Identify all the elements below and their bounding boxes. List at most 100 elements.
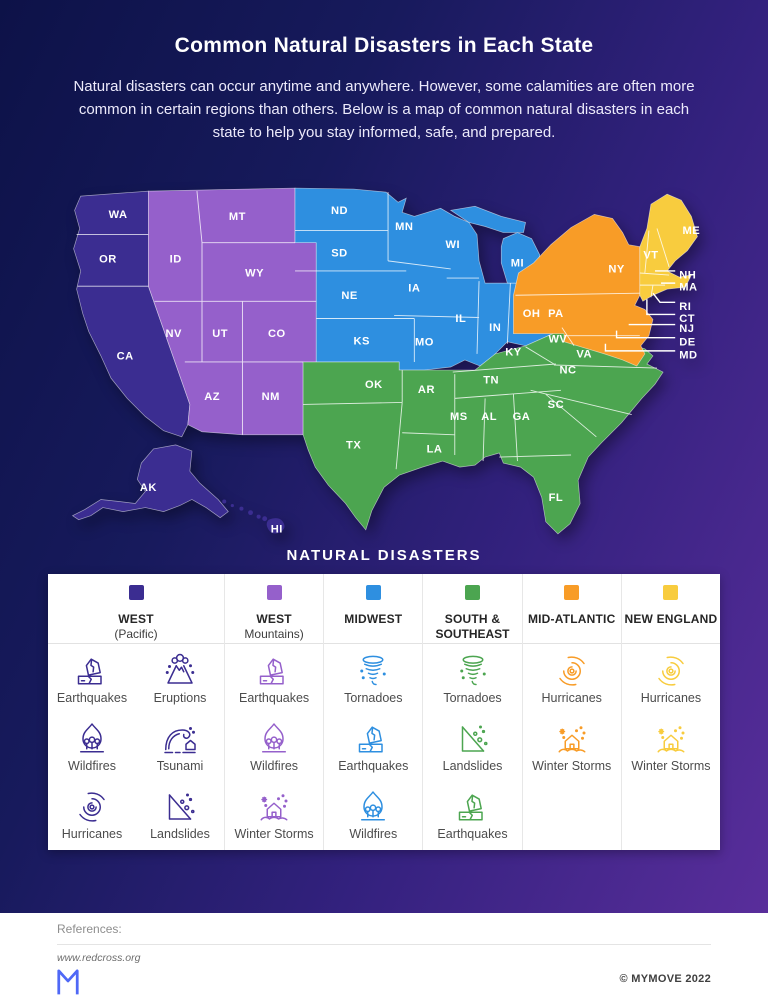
tornadoes-icon xyxy=(355,653,391,689)
state-label-md: MD xyxy=(679,349,697,361)
page-subtitle: Natural disasters can occur anytime and … xyxy=(73,78,695,141)
state-label-ak: AK xyxy=(140,482,157,494)
disaster-label: Winter Storms xyxy=(532,759,612,773)
disaster-item: Hurricanes xyxy=(641,653,701,705)
state-label-or: OR xyxy=(99,253,117,265)
winter-storms-icon xyxy=(653,721,689,757)
region-qualifier: SOUTHEAST xyxy=(435,627,510,641)
wildfires-icon xyxy=(355,789,391,825)
disaster-label: Earthquakes xyxy=(437,827,508,841)
disaster-label: Earthquakes xyxy=(239,691,310,705)
state-label-ar: AR xyxy=(418,384,435,396)
state-label-wa: WA xyxy=(109,209,128,221)
state-label-nj: NJ xyxy=(679,323,694,335)
winter-storms-icon xyxy=(256,789,292,825)
state-label-hi: HI xyxy=(271,523,283,535)
state-label-oh: OH xyxy=(523,308,541,320)
disaster-label: Tornadoes xyxy=(443,691,502,705)
copyright-text: © MYMOVE 2022 xyxy=(619,973,711,985)
disaster-label: Landslides xyxy=(442,759,503,773)
region-color-swatch xyxy=(663,585,679,600)
reference-link[interactable]: www.redcross.org xyxy=(57,952,141,964)
disaster-item: Wildfires xyxy=(349,789,397,841)
state-label-ne: NE xyxy=(341,290,357,302)
state-label-id: ID xyxy=(170,253,182,265)
legend-header-south-southeast: SOUTH & SOUTHEAST xyxy=(423,574,522,644)
state-label-nv: NV xyxy=(165,328,182,340)
footer: References: www.redcross.org © MYMOVE 20… xyxy=(0,913,768,1006)
legend-column-south-southeast: SOUTH & SOUTHEAST Tornadoes Landslides Earth… xyxy=(422,574,522,850)
legend-header-midwest: MIDWEST xyxy=(324,574,423,644)
state-label-ny: NY xyxy=(608,263,625,275)
disaster-label: Winter Storms xyxy=(631,759,711,773)
map-region-mid-atlantic xyxy=(513,213,654,367)
hurricanes-icon xyxy=(653,653,689,689)
state-label-ct: CT xyxy=(679,313,695,325)
legend-body-midwest: Tornadoes Earthquakes Wildfires xyxy=(324,644,422,850)
state-label-nm: NM xyxy=(262,391,280,403)
disaster-label: Landslides xyxy=(150,827,210,841)
region-color-swatch xyxy=(128,585,144,600)
disaster-item: Earthquakes xyxy=(338,721,408,773)
state-label-ms: MS xyxy=(450,411,468,423)
region-color-swatch xyxy=(365,585,381,600)
state-label-ks: KS xyxy=(354,335,370,347)
region-name: MIDWEST xyxy=(344,612,403,626)
legend-column-mid-atlantic: MID-ATLANTIC Hurricanes Winter Storms xyxy=(521,574,621,850)
disaster-item: Earthquakes xyxy=(57,653,127,705)
state-label-co: CO xyxy=(268,328,286,340)
earthquakes-icon xyxy=(355,721,391,757)
references-divider xyxy=(57,944,711,945)
disaster-item: Landslides xyxy=(442,721,503,773)
state-border-lines xyxy=(76,191,670,470)
disaster-label: Wildfires xyxy=(68,759,116,773)
region-name: SOUTH & xyxy=(444,612,501,626)
state-label-mn: MN xyxy=(395,221,413,233)
state-label-tx: TX xyxy=(346,439,361,451)
disaster-label: Earthquakes xyxy=(338,759,409,773)
disaster-item: Eruptions xyxy=(153,653,207,705)
legend-column-west-mountains: WEST Mountains) Earthquakes Wildfires Winter… xyxy=(224,574,324,850)
disaster-label: Hurricanes xyxy=(541,691,602,705)
disaster-label: Tsunami xyxy=(156,759,204,773)
disaster-label: Earthquakes xyxy=(56,691,128,705)
state-label-mi: MI xyxy=(511,257,524,269)
state-label-va: VA xyxy=(576,348,592,360)
state-label-az: AZ xyxy=(204,391,220,403)
legend-body-west-pacific: Earthquakes Eruptions Wildfires Tsunami Hurr… xyxy=(48,644,224,850)
state-label-mt: MT xyxy=(229,211,246,223)
tornadoes-icon xyxy=(455,653,491,689)
legend-body-new-england: Hurricanes Winter Storms xyxy=(622,644,720,850)
disaster-item: Hurricanes xyxy=(541,653,602,705)
region-name: MID-ATLANTIC xyxy=(527,612,616,626)
state-label-ut: UT xyxy=(212,328,228,340)
state-label-de: DE xyxy=(679,336,695,348)
disaster-label: Winter Storms xyxy=(234,827,314,841)
disaster-label: Hurricanes xyxy=(61,827,123,841)
state-label-wy: WY xyxy=(245,268,264,280)
page-title: Common Natural Disasters in Each State xyxy=(174,34,594,57)
disaster-item: Winter Storms xyxy=(532,721,611,773)
state-label-ca: CA xyxy=(117,350,134,362)
disaster-item: Wildfires xyxy=(250,721,298,773)
state-label-il: IL xyxy=(455,313,466,325)
disaster-item: Wildfires xyxy=(68,721,116,773)
wildfires-icon xyxy=(74,721,110,757)
landslides-icon xyxy=(455,721,491,757)
state-label-wi: WI xyxy=(445,239,460,251)
disaster-item: Tornadoes xyxy=(443,653,502,705)
state-labels: WA OR CA AK HI MT ID WY NV UT CO AZ NM ND SD NE KS MN IA MO… xyxy=(99,205,700,535)
state-label-ok: OK xyxy=(365,379,383,391)
state-label-nh: NH xyxy=(679,270,696,282)
disaster-item: Tsunami xyxy=(156,721,204,773)
region-color-swatch xyxy=(266,585,282,600)
legend-table: WEST (Pacific) Earthquakes Eruptions Wildfir… xyxy=(48,574,721,850)
disaster-label: Eruptions xyxy=(153,691,207,705)
disaster-label: Wildfires xyxy=(349,827,398,841)
legend-body-mid-atlantic: Hurricanes Winter Storms xyxy=(523,644,621,850)
state-label-ky: KY xyxy=(505,346,522,358)
legend-header-mid-atlantic: MID-ATLANTIC xyxy=(522,574,621,644)
disaster-item: Earthquakes xyxy=(239,653,309,705)
